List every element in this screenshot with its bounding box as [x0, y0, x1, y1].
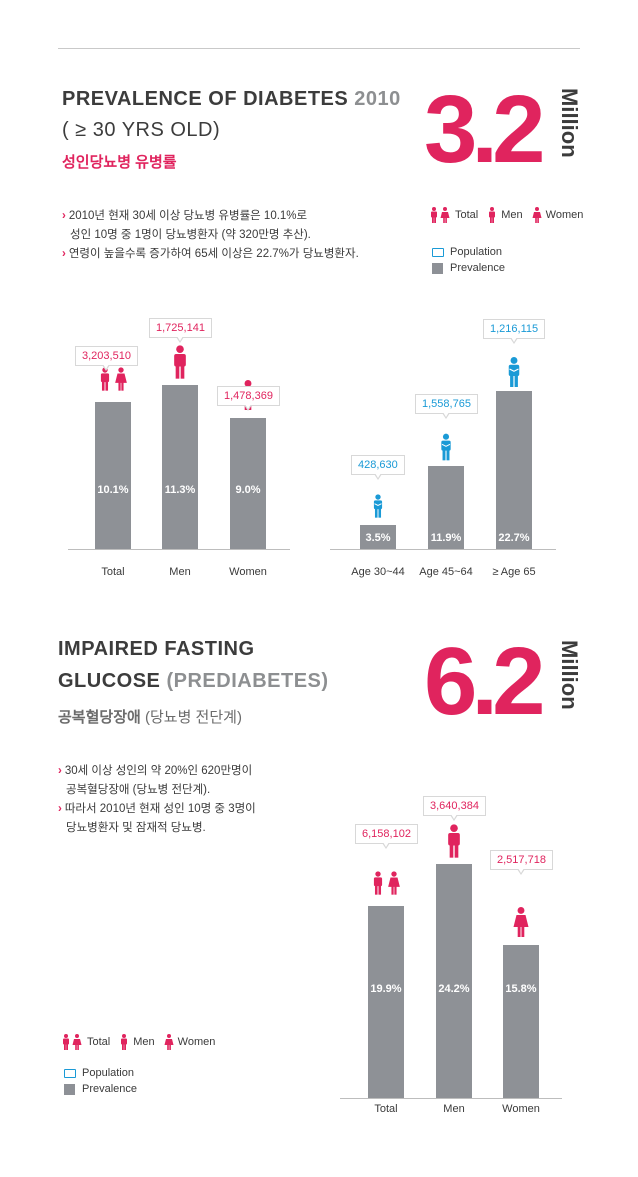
section1-bullet-1: › 2010년 현재 30세 이상 당뇨병 유병률은 10.1%로	[62, 210, 308, 222]
total-people-icon	[431, 207, 450, 223]
legend-men: Men	[486, 207, 523, 223]
man-icon	[170, 343, 190, 381]
population-callout: 1,725,141	[149, 318, 212, 343]
total-people-icon	[63, 1034, 82, 1050]
legend-prevalence: Prevalence	[64, 1083, 137, 1095]
chart-baseline	[340, 1098, 562, 1099]
x-tick-label: Women	[502, 1103, 540, 1115]
section1-title-line2: ( ≥ 30 YRS OLD)	[62, 119, 221, 141]
man-icon	[444, 822, 464, 860]
bar-total	[368, 906, 404, 1098]
section2-bullet-2: › 따라서 2010년 현재 성인 10명 중 3명이	[58, 803, 256, 815]
section1-legend: Total Men Women	[428, 207, 591, 223]
legend-women: Women	[163, 1034, 215, 1050]
section2-title-paren: (PREDIABETES)	[166, 670, 329, 692]
bar-women	[230, 418, 266, 549]
population-callout: 1,478,369	[217, 386, 280, 411]
population-swatch-icon	[432, 247, 444, 257]
section1-subtitle: 성인당뇨병 유병률	[62, 154, 177, 171]
section2-subtitle: 공복혈당장애 (당뇨병 전단계)	[58, 706, 242, 727]
person-icon	[371, 491, 385, 521]
population-callout: 3,640,384	[423, 796, 486, 821]
population-callout: 2,517,718	[490, 850, 553, 875]
man-icon	[121, 1034, 128, 1050]
woman-icon	[164, 1034, 174, 1050]
person-icon	[438, 432, 454, 462]
x-tick-label: Total	[374, 1103, 398, 1115]
man-icon	[489, 207, 496, 223]
prevalence-swatch-icon	[432, 262, 443, 274]
section2-big-unit: Million	[557, 640, 582, 710]
prevalence-label: 22.7%	[498, 532, 530, 544]
bar-men	[162, 385, 198, 549]
section2-legend: Total Men Women	[60, 1034, 223, 1050]
population-callout: 3,203,510	[75, 346, 138, 371]
section2-big-number: 6.2	[424, 628, 545, 735]
bar-age-30-44	[360, 525, 396, 549]
section1-big-number: 3.2	[424, 76, 545, 183]
section1-big-unit: Million	[557, 88, 582, 158]
man-woman-icon	[98, 360, 128, 398]
section1-title: PREVALENCE OF DIABETES 2010	[62, 86, 401, 113]
section1-title-main: PREVALENCE OF DIABETES	[62, 88, 349, 110]
population-callout: 1,558,765	[415, 394, 478, 419]
bar-women	[503, 945, 539, 1098]
section1-bullet-1-cont: 성인 10명 중 1명이 당뇨병환자 (약 320만명 추산).	[70, 229, 311, 241]
population-callout: 428,630	[351, 455, 405, 480]
person-icon	[505, 357, 523, 387]
legend-women: Women	[531, 207, 583, 223]
bar-men	[436, 864, 472, 1098]
population-callout: 1,216,115	[483, 319, 546, 344]
x-tick-label: Age 30~44	[351, 566, 405, 578]
top-divider	[58, 48, 580, 49]
man-woman-icon	[371, 864, 401, 902]
x-tick-label: ≥ Age 65	[492, 566, 536, 578]
woman-icon	[532, 207, 542, 223]
bar-age-45-64	[428, 466, 464, 549]
x-tick-label: Men	[169, 566, 191, 578]
legend-total: Total	[428, 207, 478, 223]
bar--age-65	[496, 391, 532, 549]
bar-total	[95, 402, 131, 549]
prevalence-label: 10.1%	[97, 484, 129, 496]
prevalence-label: 19.9%	[370, 983, 402, 995]
prevalence-swatch-icon	[64, 1083, 75, 1095]
prevalence-label: 24.2%	[438, 983, 470, 995]
x-tick-label: Women	[229, 566, 267, 578]
x-tick-label: Men	[443, 1103, 465, 1115]
prevalence-label: 9.0%	[235, 484, 261, 496]
legend-total: Total	[60, 1034, 110, 1050]
chart-baseline	[330, 549, 556, 550]
section1-title-year: 2010	[354, 88, 401, 110]
legend-population: Population	[432, 246, 502, 258]
prevalence-label: 15.8%	[505, 983, 537, 995]
prevalence-label: 11.3%	[164, 484, 196, 496]
woman-icon	[512, 903, 530, 941]
section2-subtitle-main: 공복혈당장애	[58, 709, 141, 726]
legend-men: Men	[118, 1034, 155, 1050]
section2-subtitle-paren: (당뇨병 전단계)	[144, 709, 242, 726]
section2-title-line1: IMPAIRED FASTING	[58, 638, 255, 660]
chart-baseline	[68, 549, 290, 550]
section2-title-main: GLUCOSE	[58, 670, 161, 692]
section2-title-line2: GLUCOSE (PREDIABETES)	[58, 668, 329, 695]
legend-prevalence: Prevalence	[432, 262, 505, 274]
prevalence-label: 11.9%	[430, 532, 462, 544]
x-tick-label: Age 45~64	[419, 566, 473, 578]
population-callout: 6,158,102	[355, 824, 418, 849]
population-swatch-icon	[64, 1068, 76, 1078]
section1-bullet-2: › 연령이 높을수록 증가하여 65세 이상은 22.7%가 당뇨병환자.	[62, 248, 359, 260]
section2-bullet-2-cont: 당뇨병환자 및 잠재적 당뇨병.	[66, 822, 206, 834]
legend-population: Population	[64, 1067, 134, 1079]
section2-bullet-1: › 30세 이상 성인의 약 20%인 620만명이	[58, 765, 253, 777]
prevalence-label: 3.5%	[365, 532, 391, 544]
x-tick-label: Total	[101, 566, 125, 578]
section2-bullet-1-cont: 공복혈당장애 (당뇨병 전단계).	[66, 784, 211, 796]
